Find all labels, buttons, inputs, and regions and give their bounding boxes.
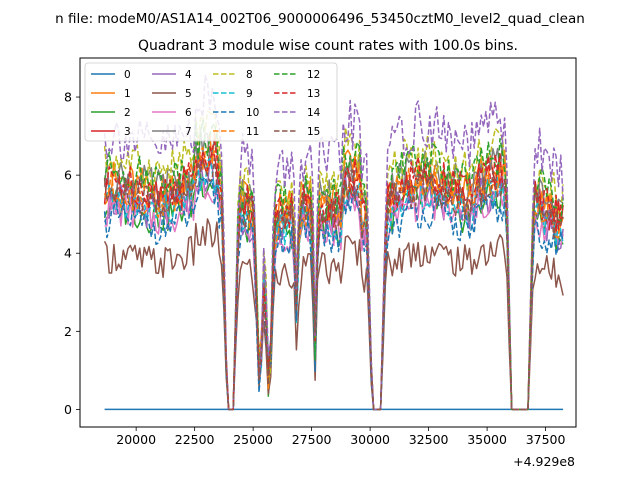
legend-label-3: 3 bbox=[124, 126, 131, 138]
legend-label-8: 8 bbox=[246, 69, 253, 81]
series-layer bbox=[103, 74, 564, 411]
x-tick-label: 22500 bbox=[175, 432, 215, 447]
legend-label-4: 4 bbox=[185, 69, 192, 81]
x-tick-label: 30000 bbox=[350, 432, 390, 447]
series-line-14 bbox=[103, 74, 564, 411]
legend-label-6: 6 bbox=[185, 107, 192, 119]
y-tick-label: 4 bbox=[64, 246, 72, 261]
x-tick-label: 27500 bbox=[292, 432, 332, 447]
x-tick-label: 32500 bbox=[409, 432, 449, 447]
series-line-6 bbox=[104, 178, 564, 411]
series-line-7 bbox=[103, 127, 564, 411]
x-tick-label: 25000 bbox=[233, 432, 273, 447]
chart-title: Quadrant 3 module wise count rates with … bbox=[138, 38, 518, 54]
legend-label-14: 14 bbox=[307, 107, 321, 119]
y-tick-label: 2 bbox=[64, 324, 72, 339]
legend-label-7: 7 bbox=[185, 126, 192, 138]
chart-suptitle: n file: modeM0/AS1A14_002T06_9000006496_… bbox=[55, 11, 585, 27]
y-tick-label: 0 bbox=[64, 402, 72, 417]
series-line-13 bbox=[104, 140, 564, 411]
legend-label-5: 5 bbox=[185, 88, 192, 100]
legend-label-10: 10 bbox=[246, 107, 259, 119]
series-line-11 bbox=[103, 146, 564, 411]
series-line-15 bbox=[103, 157, 564, 411]
series-line-5 bbox=[103, 218, 564, 411]
legend-label-1: 1 bbox=[124, 88, 131, 100]
legend-label-9: 9 bbox=[246, 88, 253, 100]
legend-label-15: 15 bbox=[307, 126, 320, 138]
series-line-12 bbox=[103, 119, 564, 411]
plot-area bbox=[79, 57, 577, 428]
x-tick-label: 35000 bbox=[467, 432, 507, 447]
x-tick-label: 37500 bbox=[526, 432, 566, 447]
y-tick-label: 6 bbox=[64, 168, 72, 183]
series-line-10 bbox=[103, 176, 564, 411]
x-tick-label: 20000 bbox=[116, 432, 156, 447]
legend-box bbox=[84, 62, 338, 142]
legend-label-0: 0 bbox=[124, 69, 131, 81]
legend-label-12: 12 bbox=[307, 69, 320, 81]
x-axis: 20000 22500 25000 27500 30000 32500 35000 37500 bbox=[116, 427, 566, 447]
legend-label-11: 11 bbox=[246, 126, 259, 138]
legend-label-13: 13 bbox=[307, 88, 320, 100]
legend-label-2: 2 bbox=[124, 107, 131, 119]
x-offset-label: +4.929e8 bbox=[513, 454, 575, 469]
y-axis: 0 2 4 6 8 bbox=[64, 90, 80, 417]
y-tick-label: 8 bbox=[64, 90, 72, 105]
